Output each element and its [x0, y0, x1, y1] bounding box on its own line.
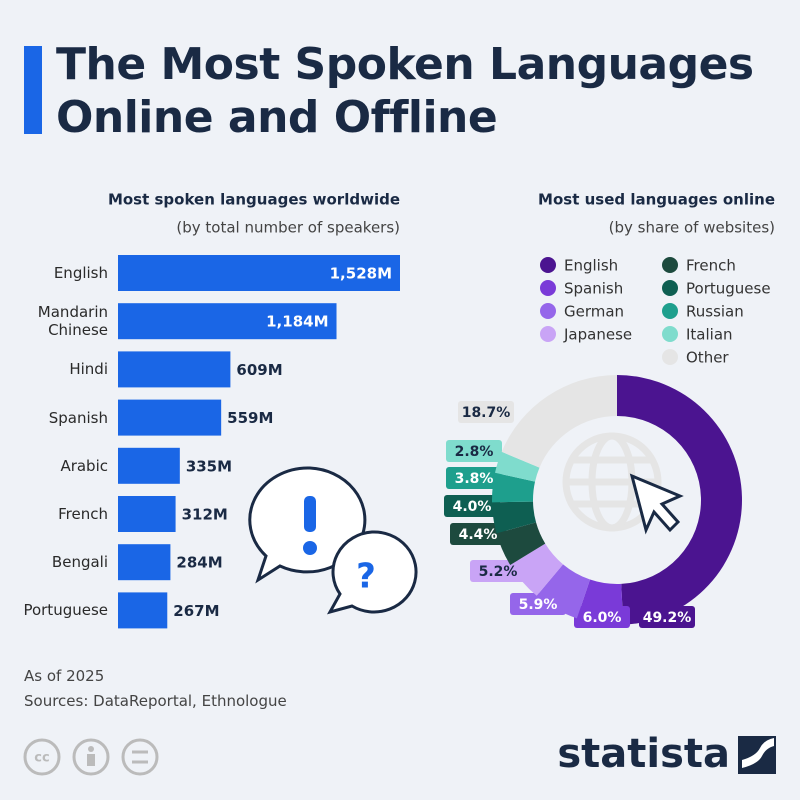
legend-label: Spanish: [564, 280, 623, 298]
legend-swatch: [662, 303, 678, 319]
legend-label: Russian: [686, 303, 744, 321]
value-label: 4.4%: [459, 527, 498, 543]
value-label: 1,184M: [266, 313, 328, 331]
bar: [118, 399, 222, 436]
donut-segment: [496, 522, 546, 565]
legend-swatch: [662, 280, 678, 296]
svg-text:cc: cc: [34, 751, 49, 766]
category-label: Portuguese: [23, 601, 108, 620]
legend-swatch: [540, 257, 556, 273]
bar: [118, 544, 171, 581]
label-badge: [470, 560, 526, 582]
category-label: Hindi: [69, 360, 108, 379]
label-badge: [639, 606, 695, 628]
bar: [118, 496, 176, 532]
legend-label: Japanese: [563, 326, 632, 344]
label-badge: [446, 467, 502, 489]
label-badge: [450, 523, 506, 545]
value-label: 4.0%: [453, 499, 492, 515]
bar: [118, 592, 168, 629]
legend-swatch: [662, 257, 678, 273]
legend-swatch: [662, 326, 678, 342]
value-label: 2.8%: [455, 444, 494, 460]
bar: [118, 447, 180, 484]
legend-label: Portuguese: [686, 280, 771, 298]
legend-swatch: [540, 303, 556, 319]
value-label: 5.9%: [519, 597, 558, 613]
category-label: French: [58, 505, 108, 523]
svg-text:?: ?: [356, 557, 376, 597]
title-accent: [24, 46, 42, 134]
value-label: 559M: [227, 409, 273, 427]
donut-segment: [492, 501, 537, 534]
category-label: Spanish: [48, 408, 108, 427]
category-label: Mandarin Chinese: [37, 303, 108, 340]
category-label: English: [53, 264, 108, 282]
legend-swatch: [540, 326, 556, 342]
donut-segment: [510, 543, 564, 596]
legend-swatch: [662, 349, 678, 365]
label-badge: [574, 606, 630, 628]
license-icons: cc: [23, 738, 159, 776]
legend-label: Other: [686, 349, 729, 367]
value-label: 18.7%: [462, 405, 511, 421]
label-badge: [444, 495, 500, 517]
category-label: Arabic: [60, 456, 108, 475]
donut-segment: [501, 375, 617, 468]
brand: statista: [557, 731, 730, 777]
donut-segment: [495, 451, 540, 482]
legend-swatch: [540, 280, 556, 296]
title: The Most Spoken Languages Online and Off…: [56, 39, 754, 143]
category-label: Bengali: [51, 553, 108, 572]
label-badge: [510, 593, 566, 615]
legend-label: English: [564, 257, 618, 275]
value-label: 1,528M: [330, 265, 392, 283]
note: As of 2025: [24, 667, 105, 685]
legend-label: German: [564, 303, 624, 321]
value-label: 49.2%: [643, 610, 692, 626]
chart-title: Most spoken languages worldwide: [108, 191, 400, 209]
donut-segment: [617, 375, 742, 625]
value-label: 6.0%: [583, 610, 622, 626]
label-badge: [458, 401, 514, 423]
chart-title: Most used languages online: [538, 191, 775, 209]
globe-icon: [562, 432, 684, 535]
legend-label: French: [686, 257, 736, 275]
value-label: 3.8%: [455, 471, 494, 487]
bar: [118, 255, 400, 291]
speech-bubbles: ?: [248, 466, 418, 615]
bar: [118, 351, 231, 388]
source: Sources: DataReportal, Ethnologue: [24, 692, 287, 710]
brand-logo-mark: [738, 736, 776, 774]
chart-subtitle: (by share of websites): [609, 219, 775, 237]
value-label: 267M: [173, 602, 219, 620]
donut-segment: [492, 472, 536, 503]
bar: [118, 303, 337, 340]
value-label: 5.2%: [479, 564, 518, 580]
chart-subtitle: (by total number of speakers): [176, 219, 400, 237]
value-label: 609M: [236, 361, 282, 379]
legend-label: Italian: [686, 326, 733, 344]
value-label: 335M: [186, 457, 232, 475]
label-badge: [446, 440, 502, 462]
value-label: 312M: [182, 506, 228, 524]
value-label: 284M: [176, 554, 222, 572]
